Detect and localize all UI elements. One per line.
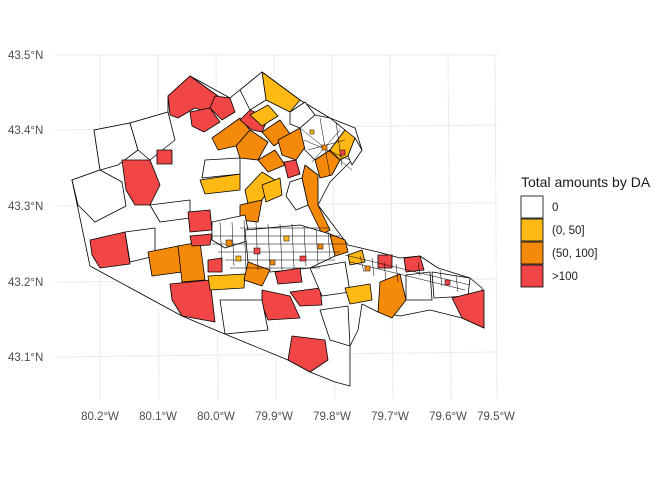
da-polygon [377, 273, 407, 319]
da-polygon [285, 177, 309, 211]
legend-swatch-1 [520, 218, 544, 242]
da-polygon [71, 169, 127, 223]
legend-label: 0 [552, 202, 558, 214]
legend-label: (0, 50] [552, 225, 585, 237]
da-polygon [344, 283, 373, 305]
da-polygon [235, 129, 269, 161]
y-tick-label: 43.5°N [8, 50, 43, 62]
da-polygon [403, 255, 425, 273]
da-polygon [319, 305, 351, 347]
x-axis-tick-labels: 80.2°W 80.1°W 80.0°W 79.9°W 79.8°W 79.7°… [81, 411, 515, 423]
x-tick-label: 79.7°W [371, 411, 409, 423]
da-polygon [93, 122, 139, 171]
da-polygon [201, 157, 241, 179]
da-polygon [209, 95, 236, 121]
da-polygon [451, 289, 485, 329]
x-tick-label: 80.2°W [81, 411, 119, 423]
da-polygon [261, 177, 283, 203]
urban-core-detail [212, 117, 471, 293]
da-polygon [287, 335, 329, 373]
da-polygon [189, 233, 213, 247]
da-polygon [189, 107, 221, 133]
y-tick-label: 43.3°N [8, 201, 43, 213]
legend-swatch-2 [520, 241, 544, 265]
dissemination-areas [71, 71, 485, 387]
y-tick-label: 43.4°N [8, 125, 43, 137]
x-tick-label: 80.0°W [197, 411, 235, 423]
da-polygon [199, 173, 241, 195]
x-tick-label: 80.1°W [139, 411, 177, 423]
da-polygon [405, 271, 433, 301]
da-polygon [329, 233, 349, 257]
da-polygon [219, 299, 269, 335]
da-polygon [207, 273, 246, 291]
da-polygon [347, 249, 366, 266]
legend-swatch-3 [520, 264, 544, 288]
x-tick-label: 79.5°W [477, 411, 515, 423]
x-tick-label: 79.8°W [313, 411, 351, 423]
da-polygon [89, 231, 131, 269]
map-legend: Total amounts by DA 0 (0, 50] (50, 100] … [520, 174, 651, 288]
da-polygon [274, 267, 303, 285]
x-tick-label: 79.9°W [255, 411, 293, 423]
y-tick-label: 43.2°N [8, 277, 43, 289]
da-polygon [156, 149, 173, 165]
da-polygon [239, 71, 267, 111]
legend-swatch-0 [520, 195, 544, 219]
da-polygon [283, 159, 301, 179]
da-polygon [249, 104, 279, 127]
legend-title: Total amounts by DA [521, 174, 651, 190]
da-polygon [314, 149, 341, 179]
da-polygon [187, 209, 213, 233]
da-polygon [289, 287, 323, 307]
legend-label: (50, 100] [552, 248, 597, 260]
x-tick-label: 79.6°W [429, 411, 467, 423]
da-polygon [207, 257, 223, 273]
da-polygon [377, 254, 393, 269]
legend-label: >100 [552, 271, 578, 283]
da-polygon [177, 241, 206, 283]
da-polygon [347, 137, 363, 166]
da-polygon [169, 279, 216, 323]
da-polygon [257, 149, 286, 173]
y-axis-tick-labels: 43.5°N 43.4°N 43.3°N 43.2°N 43.1°N [8, 50, 43, 364]
y-tick-label: 43.1°N [8, 352, 43, 364]
